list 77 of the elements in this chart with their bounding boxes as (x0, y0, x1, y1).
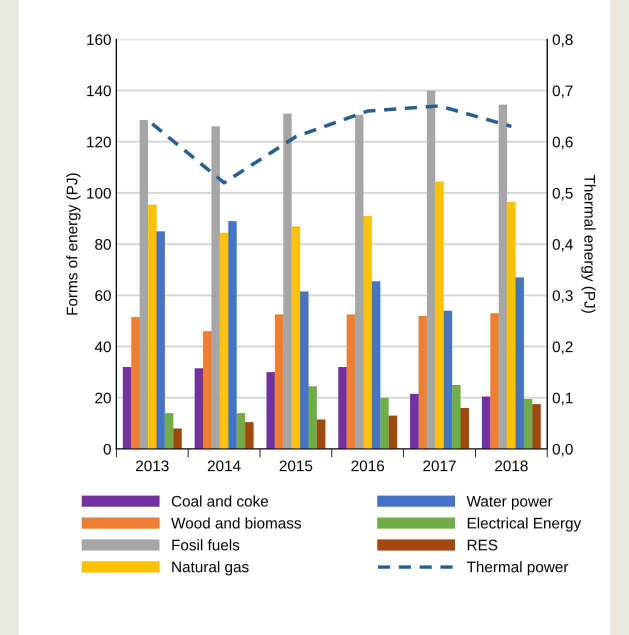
bar (498, 104, 508, 449)
bar (507, 202, 516, 449)
bar (426, 90, 436, 449)
y-tick-label: 40 (94, 341, 111, 352)
legend-label: Water power (466, 496, 552, 510)
bar (203, 331, 212, 449)
legend-label: Fosil fuels (172, 539, 240, 550)
bar (156, 231, 165, 449)
x-tick-label: 2018 (495, 460, 528, 472)
x-tick-label: 2017 (423, 460, 456, 472)
legend-label: Thermal power (466, 561, 568, 576)
bar (532, 404, 541, 449)
bar (173, 428, 182, 449)
legend-label: Wood and biomass (171, 517, 301, 529)
bar (435, 181, 444, 449)
y2-axis-title: Thermal energy (PJ) (581, 174, 596, 313)
bar (211, 126, 220, 449)
x-tick-label: 2014 (208, 460, 241, 472)
bar (122, 367, 132, 449)
y-tick-label: 20 (95, 392, 111, 404)
y2-tick-label: 0,0 (552, 444, 573, 456)
x-tick-label: 2015 (280, 460, 312, 472)
x-tick-label: 2016 (351, 460, 384, 472)
y2-tick-label: 0,4 (552, 239, 573, 252)
y2-tick-label: 0,1 (552, 392, 573, 406)
bar (283, 114, 292, 449)
bar (194, 368, 204, 449)
y2-tick-label: 0,8 (552, 34, 573, 47)
bar (380, 398, 389, 449)
bar (460, 408, 469, 449)
line-series (150, 104, 514, 184)
bar (308, 386, 317, 449)
bar (236, 413, 246, 449)
bar (355, 114, 364, 449)
bar (300, 292, 309, 449)
bar (482, 396, 490, 449)
bar (266, 372, 275, 449)
y2-tick-label: 0,7 (552, 85, 573, 98)
y-axis-title: Forms of energy (PJ) (66, 173, 80, 315)
legend-label: Coal and coke (172, 495, 268, 507)
bar (490, 313, 499, 449)
bar (220, 232, 228, 449)
y2-tick-label: 0,6 (552, 136, 573, 150)
y-tick-label: 140 (87, 85, 111, 96)
bar (524, 399, 532, 449)
bar (388, 416, 398, 449)
bar (131, 317, 140, 449)
legend-label: Natural gas (172, 561, 249, 576)
bar (245, 422, 254, 449)
bar (140, 120, 148, 449)
bar (372, 281, 380, 449)
y-tick-label: 120 (87, 136, 111, 148)
y-tick-label: 80 (95, 239, 111, 250)
bar (418, 316, 427, 449)
y-tick-label: 160 (87, 34, 111, 46)
bar (164, 413, 174, 449)
y2-tick-label: 0,3 (552, 290, 573, 303)
bar (292, 226, 300, 449)
bar (148, 204, 156, 449)
bar (338, 367, 347, 449)
legend-label: Electrical Energy (468, 517, 582, 532)
bar (410, 394, 418, 449)
y-tick-label: 60 (95, 290, 111, 302)
y2-tick-label: 0,2 (552, 341, 573, 354)
bar (452, 384, 461, 449)
bar (316, 420, 326, 449)
y2-tick-label: 0,5 (552, 188, 573, 200)
y-tick-label: 0 (104, 444, 111, 455)
bar (274, 314, 284, 449)
bar (444, 310, 452, 449)
bar (516, 277, 524, 449)
bar (346, 314, 356, 449)
legend-label: RES (468, 540, 498, 550)
bar (228, 221, 237, 449)
bar (363, 216, 372, 449)
y-tick-label: 100 (87, 188, 111, 199)
x-tick-label: 2013 (136, 460, 169, 472)
